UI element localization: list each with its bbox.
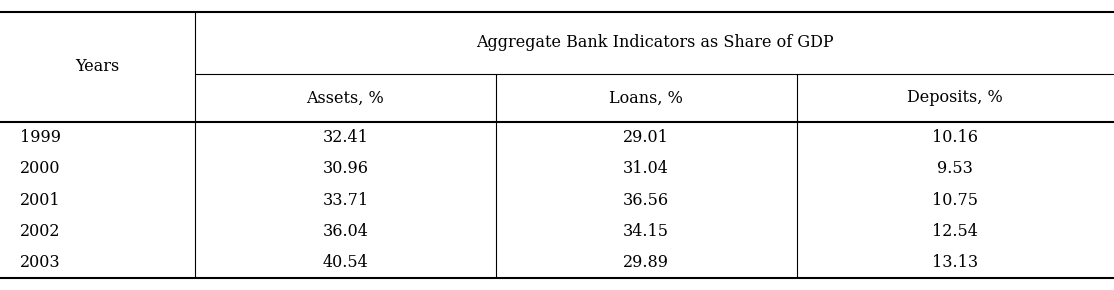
Text: 32.41: 32.41 <box>322 129 369 146</box>
Text: 36.56: 36.56 <box>623 192 670 209</box>
Text: Aggregate Bank Indicators as Share of GDP: Aggregate Bank Indicators as Share of GD… <box>476 34 833 51</box>
Text: 2000: 2000 <box>20 160 60 177</box>
Text: 40.54: 40.54 <box>322 254 369 271</box>
Text: 12.54: 12.54 <box>932 223 978 240</box>
Text: 29.89: 29.89 <box>623 254 670 271</box>
Text: 29.01: 29.01 <box>623 129 670 146</box>
Text: Deposits, %: Deposits, % <box>908 89 1003 106</box>
Text: Loans, %: Loans, % <box>609 89 683 106</box>
Text: 2002: 2002 <box>20 223 60 240</box>
Text: 2001: 2001 <box>20 192 60 209</box>
Text: 36.04: 36.04 <box>322 223 369 240</box>
Text: 10.16: 10.16 <box>932 129 978 146</box>
Text: 31.04: 31.04 <box>623 160 670 177</box>
Text: 2003: 2003 <box>20 254 60 271</box>
Text: 9.53: 9.53 <box>937 160 974 177</box>
Text: 1999: 1999 <box>20 129 61 146</box>
Text: 10.75: 10.75 <box>932 192 978 209</box>
Text: 34.15: 34.15 <box>623 223 670 240</box>
Text: 30.96: 30.96 <box>322 160 369 177</box>
Text: 13.13: 13.13 <box>932 254 978 271</box>
Text: Assets, %: Assets, % <box>306 89 384 106</box>
Text: Years: Years <box>76 58 119 75</box>
Text: 33.71: 33.71 <box>322 192 369 209</box>
